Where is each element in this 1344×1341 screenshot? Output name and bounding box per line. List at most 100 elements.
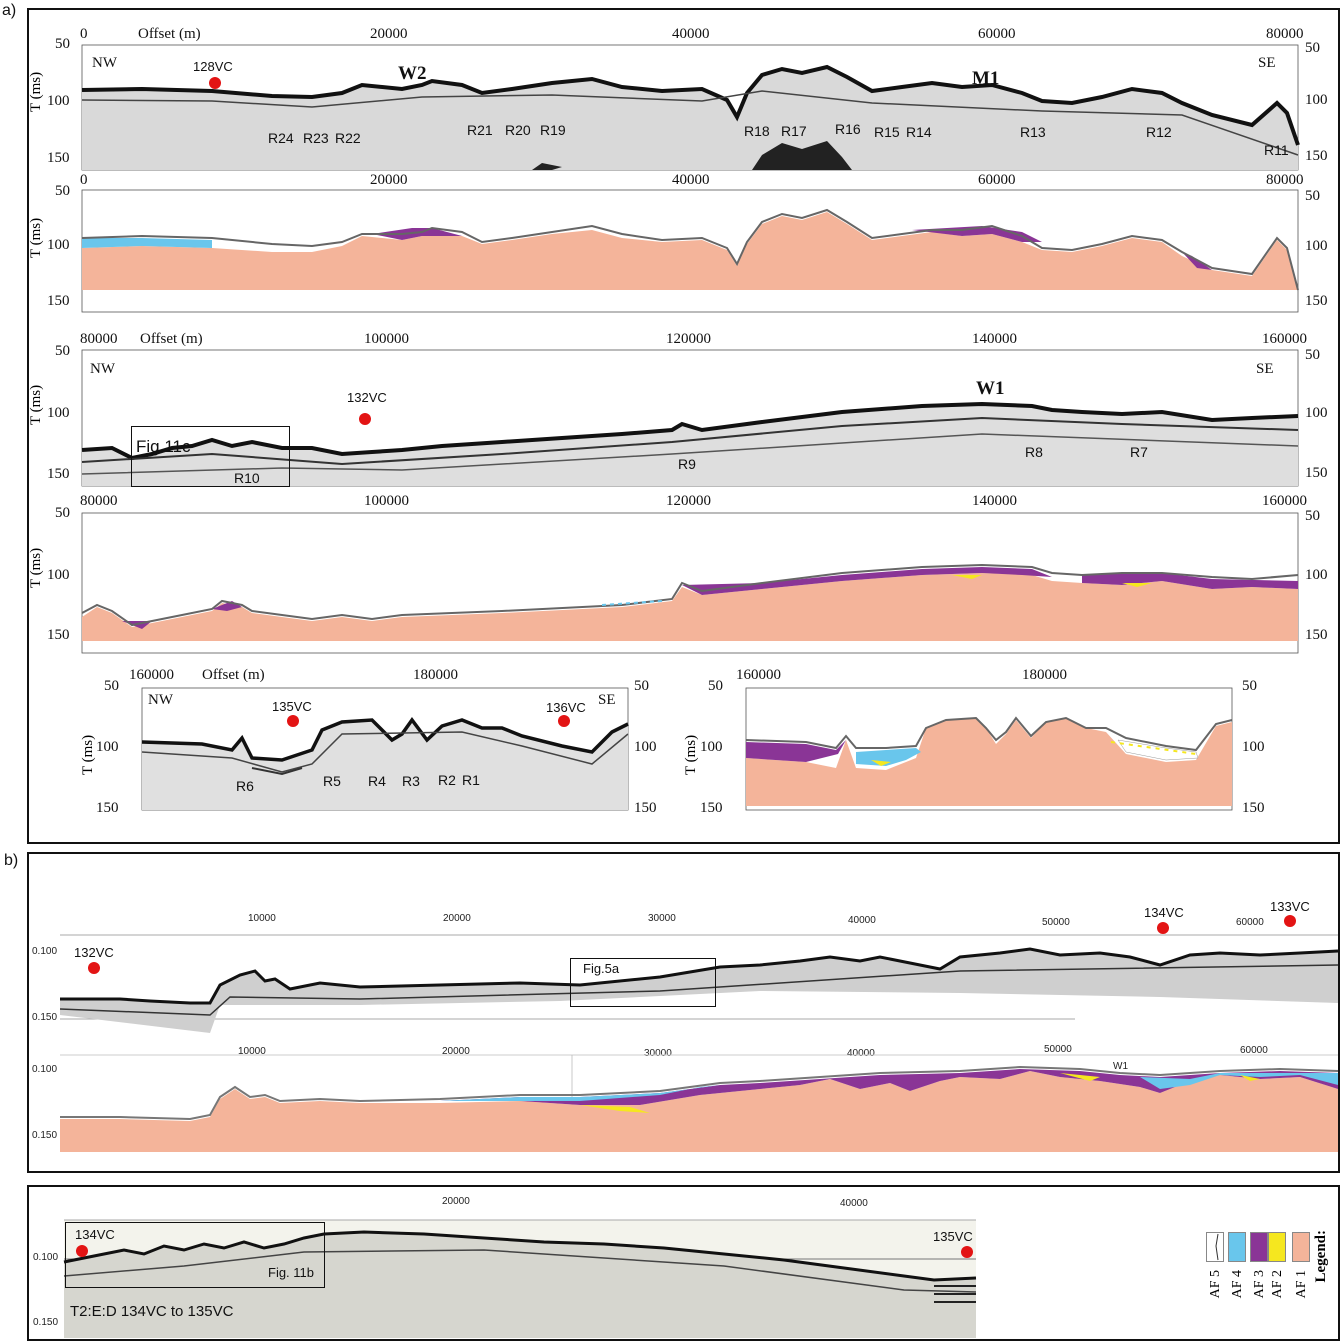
x-tick: 30000	[644, 1048, 672, 1059]
reflector-label: R10	[234, 470, 260, 486]
y-tick-right: 100	[1305, 238, 1328, 254]
se-label: SE	[598, 692, 616, 708]
y-tick: 50	[55, 343, 70, 359]
figure-callout-box[interactable]	[570, 958, 716, 1007]
core-dot[interactable]	[359, 413, 371, 425]
y-tick-right: 100	[1305, 92, 1328, 108]
y-tick-right: 150	[1305, 627, 1328, 643]
x-tick: 40000	[848, 915, 876, 926]
y-tick: 50	[55, 183, 70, 199]
x-tick: 140000	[972, 331, 1017, 347]
offset-label: Offset (m)	[138, 26, 201, 42]
legend-label-af5: AF 5	[1208, 1270, 1223, 1299]
section-caption: T2:E:D 134VC to 135VC	[70, 1303, 234, 1320]
figure-callout-label: Fig.5a	[583, 961, 620, 976]
reflector-label: R17	[781, 123, 807, 139]
y-tick-right: 150	[634, 800, 657, 816]
x-tick: 20000	[442, 1196, 470, 1207]
y-tick: 0.150	[33, 1317, 59, 1328]
reflector-label: R20	[505, 122, 531, 138]
x-tick: 40000	[672, 26, 710, 42]
core-label: 135VC	[272, 699, 312, 714]
x-tick: 100000	[364, 331, 409, 347]
seismic-panel-b	[59, 934, 1339, 1033]
core-label: 136VC	[546, 700, 586, 715]
core-dot[interactable]	[961, 1246, 973, 1258]
x-tick: 50000	[1044, 1044, 1072, 1055]
nw-label: NW	[90, 361, 115, 377]
x-tick: 160000	[736, 667, 781, 683]
x-tick: 140000	[972, 493, 1017, 509]
reflector-label: R1	[462, 772, 480, 788]
x-tick: 30000	[648, 913, 676, 924]
reflector-label: R3	[402, 773, 420, 789]
y-tick-right: 150	[1305, 293, 1328, 309]
figure-callout-box[interactable]	[65, 1222, 325, 1288]
legend-label-af2: AF 2	[1270, 1270, 1285, 1299]
reflector-label: R13	[1020, 124, 1046, 140]
y-tick: 0.150	[32, 1130, 58, 1141]
core-label: 135VC	[933, 1229, 973, 1244]
y-tick: 0.150	[32, 1012, 58, 1023]
reflector-label: R22	[335, 130, 361, 146]
x-tick: 120000	[666, 331, 711, 347]
panel-c-frame	[27, 1185, 1340, 1341]
x-tick: 80000	[1266, 26, 1304, 42]
y-tick-right: 50	[1305, 40, 1320, 56]
x-tick: 120000	[666, 493, 711, 509]
y-tick: 0.100	[32, 1064, 58, 1075]
x-tick: 20000	[370, 172, 408, 188]
y-tick-right: 50	[1305, 508, 1320, 524]
core-dot[interactable]	[88, 962, 100, 974]
x-tick: 10000	[248, 913, 276, 924]
x-tick: 160000	[129, 667, 174, 683]
core-dot[interactable]	[1157, 922, 1169, 934]
reflector-label: R12	[1146, 124, 1172, 140]
feature-label: M1	[972, 68, 1000, 89]
legend-swatch-af4	[1228, 1232, 1246, 1262]
seismic-panel-c	[63, 1219, 977, 1338]
core-dot[interactable]	[76, 1245, 88, 1257]
reflector-label: R16	[835, 121, 861, 137]
reflector-label: R11	[1264, 142, 1289, 158]
x-tick: 60000	[1236, 917, 1264, 928]
core-label: 134VC	[75, 1227, 115, 1242]
y-tick-right: 150	[1305, 148, 1328, 164]
x-tick: 60000	[978, 172, 1016, 188]
y-tick-right: 100	[1242, 739, 1265, 755]
feature-label: W1	[976, 378, 1005, 399]
core-dot[interactable]	[558, 715, 570, 727]
y-tick: 100	[47, 567, 70, 583]
core-label: 134VC	[1144, 905, 1184, 920]
nw-label: NW	[148, 692, 173, 708]
y-axis-title: T (ms)	[28, 217, 44, 258]
y-tick: 150	[47, 293, 70, 309]
legend-label-af3: AF 3	[1252, 1270, 1267, 1299]
nw-label: NW	[92, 55, 117, 71]
interpretation-section-3	[745, 687, 1233, 811]
reflector-label: R7	[1130, 444, 1148, 460]
y-tick: 50	[104, 678, 119, 694]
y-tick: 100	[700, 739, 723, 755]
x-tick: 180000	[1022, 667, 1067, 683]
reflector-label: R6	[236, 778, 254, 794]
y-axis-title: T (ms)	[28, 384, 44, 425]
y-tick: 100	[47, 237, 70, 253]
reflector-label: R8	[1025, 444, 1043, 460]
x-tick: 20000	[443, 913, 471, 924]
core-dot[interactable]	[209, 77, 221, 89]
core-label: 133VC	[1270, 899, 1310, 914]
y-tick: 100	[47, 93, 70, 109]
reflector-label: R19	[540, 122, 566, 138]
reflector-label: R9	[678, 456, 696, 472]
y-tick-right: 50	[1305, 188, 1320, 204]
core-dot[interactable]	[287, 715, 299, 727]
x-tick: 160000	[1262, 331, 1307, 347]
legend-af5-line-icon	[1215, 1233, 1219, 1261]
y-tick-right: 150	[1242, 800, 1265, 816]
reflector-label: R18	[744, 123, 770, 139]
x-tick: 180000	[413, 667, 458, 683]
core-dot[interactable]	[1284, 915, 1296, 927]
figure-callout-box[interactable]	[131, 426, 290, 487]
y-axis-title: T (ms)	[683, 734, 699, 775]
